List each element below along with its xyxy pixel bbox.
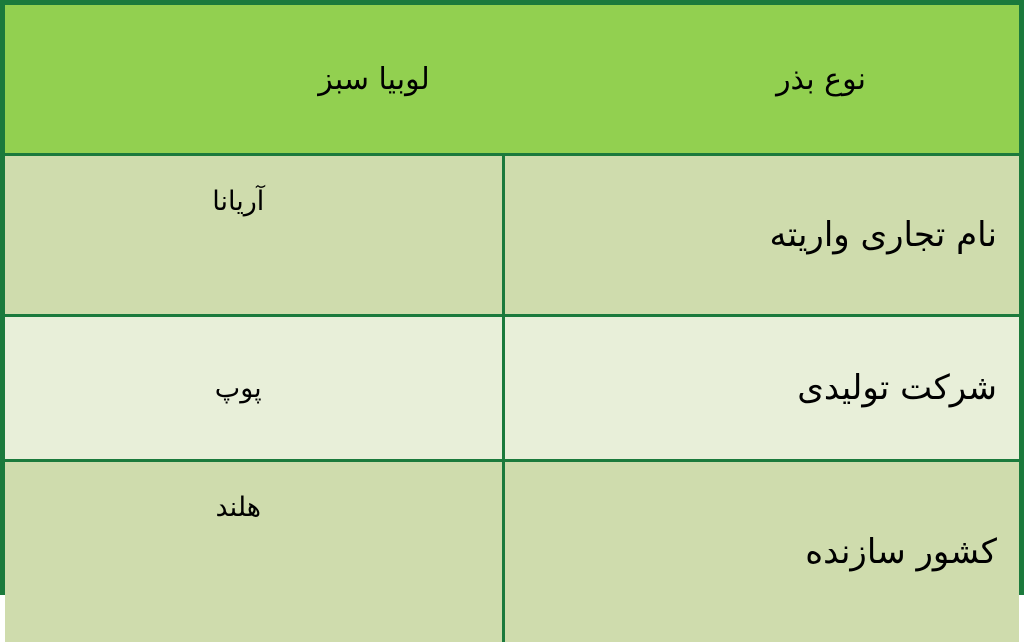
row-value: پوپ [5, 316, 503, 461]
header-row: نوع بذر لوبیا سبز [5, 5, 1019, 155]
row-label: کشور سازنده [503, 461, 1019, 642]
row-value: هلند [5, 461, 503, 642]
header-cell: نوع بذر [503, 5, 1019, 155]
page: {"table": {"header": ["نوع بذر", "لوبیا … [0, 0, 1024, 595]
row-label: نام تجاری واریته [503, 155, 1019, 316]
header-cell: لوبیا سبز [5, 5, 503, 155]
row-label: شرکت تولیدی [503, 316, 1019, 461]
row-value: آریانا [5, 155, 503, 316]
